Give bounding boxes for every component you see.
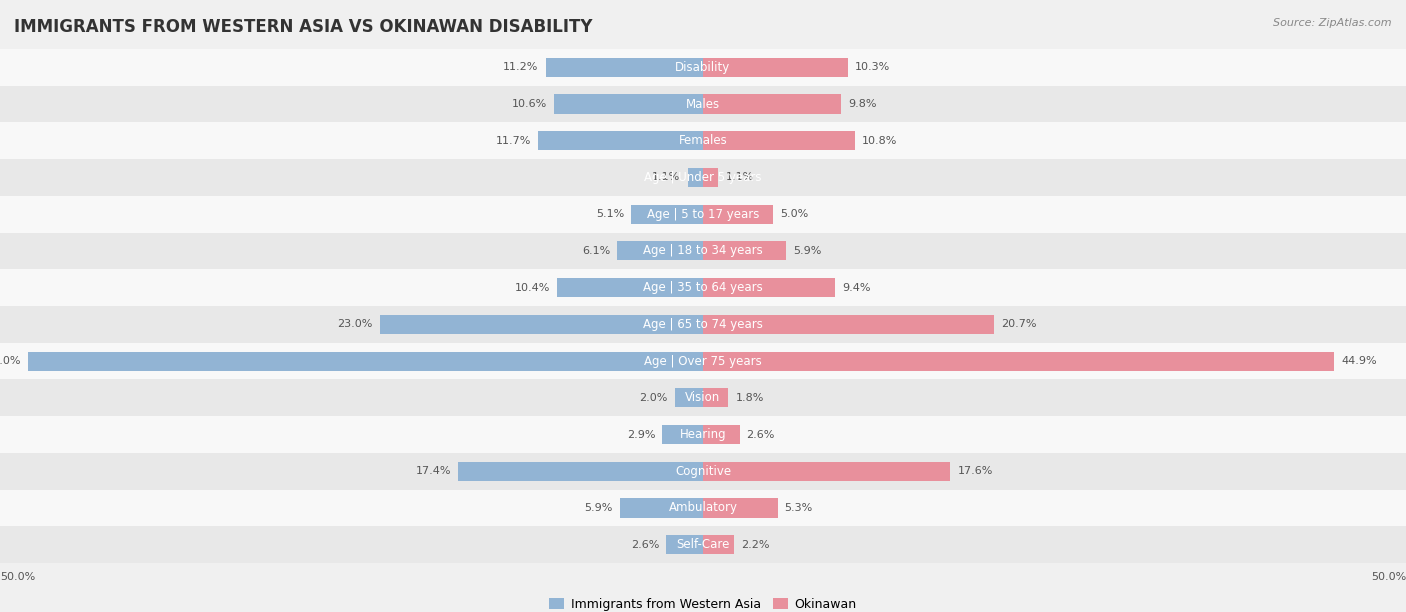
Text: 10.4%: 10.4%	[515, 283, 550, 293]
Bar	[620, 498, 703, 518]
Bar	[703, 535, 734, 554]
Bar	[703, 58, 848, 77]
Bar	[458, 461, 703, 481]
Text: 23.0%: 23.0%	[337, 319, 373, 329]
Text: Vision: Vision	[685, 391, 721, 405]
Text: 9.4%: 9.4%	[842, 283, 870, 293]
Text: 2.0%: 2.0%	[640, 393, 668, 403]
Text: 2.9%: 2.9%	[627, 430, 655, 439]
Text: 11.7%: 11.7%	[496, 136, 531, 146]
Bar	[0, 526, 1406, 563]
Text: Cognitive: Cognitive	[675, 465, 731, 478]
Bar	[703, 351, 1334, 371]
Bar	[0, 269, 1406, 306]
Text: Females: Females	[679, 134, 727, 147]
Text: 10.3%: 10.3%	[855, 62, 890, 72]
Text: 17.6%: 17.6%	[957, 466, 993, 476]
Text: 5.9%: 5.9%	[793, 246, 821, 256]
Bar	[703, 94, 841, 114]
Text: 10.6%: 10.6%	[512, 99, 547, 109]
Bar	[0, 343, 1406, 379]
Text: 50.0%: 50.0%	[0, 572, 35, 582]
Bar	[28, 351, 703, 371]
Text: Ambulatory: Ambulatory	[668, 501, 738, 515]
Text: 10.8%: 10.8%	[862, 136, 897, 146]
Text: 2.2%: 2.2%	[741, 540, 769, 550]
Bar	[0, 49, 1406, 86]
Text: Age | 65 to 74 years: Age | 65 to 74 years	[643, 318, 763, 331]
Bar	[0, 159, 1406, 196]
Bar	[675, 388, 703, 408]
Text: IMMIGRANTS FROM WESTERN ASIA VS OKINAWAN DISABILITY: IMMIGRANTS FROM WESTERN ASIA VS OKINAWAN…	[14, 18, 592, 36]
Bar	[0, 122, 1406, 159]
Text: 2.6%: 2.6%	[631, 540, 659, 550]
Bar	[0, 490, 1406, 526]
Text: Age | 18 to 34 years: Age | 18 to 34 years	[643, 244, 763, 258]
Text: Self-Care: Self-Care	[676, 538, 730, 551]
Text: 5.3%: 5.3%	[785, 503, 813, 513]
Text: Age | Over 75 years: Age | Over 75 years	[644, 354, 762, 368]
Bar	[703, 204, 773, 224]
Bar	[0, 453, 1406, 490]
Bar	[703, 388, 728, 408]
Text: 1.8%: 1.8%	[735, 393, 763, 403]
Bar	[380, 315, 703, 334]
Bar	[0, 233, 1406, 269]
Text: 1.1%: 1.1%	[652, 173, 681, 182]
Bar	[703, 461, 950, 481]
Bar	[662, 425, 703, 444]
Text: 2.6%: 2.6%	[747, 430, 775, 439]
Legend: Immigrants from Western Asia, Okinawan: Immigrants from Western Asia, Okinawan	[544, 593, 862, 612]
Text: 20.7%: 20.7%	[1001, 319, 1036, 329]
Bar	[617, 241, 703, 261]
Text: 17.4%: 17.4%	[416, 466, 451, 476]
Text: 11.2%: 11.2%	[503, 62, 538, 72]
Text: Males: Males	[686, 97, 720, 111]
Text: Source: ZipAtlas.com: Source: ZipAtlas.com	[1274, 18, 1392, 28]
Bar	[666, 535, 703, 554]
Text: Age | 5 to 17 years: Age | 5 to 17 years	[647, 207, 759, 221]
Bar	[0, 379, 1406, 416]
Text: 5.1%: 5.1%	[596, 209, 624, 219]
Text: Hearing: Hearing	[679, 428, 727, 441]
Text: 5.0%: 5.0%	[780, 209, 808, 219]
Bar	[703, 241, 786, 261]
Bar	[703, 278, 835, 297]
Text: Disability: Disability	[675, 61, 731, 74]
Text: 50.0%: 50.0%	[1371, 572, 1406, 582]
Text: 9.8%: 9.8%	[848, 99, 876, 109]
Text: 48.0%: 48.0%	[0, 356, 21, 366]
Bar	[554, 94, 703, 114]
Text: Age | Under 5 years: Age | Under 5 years	[644, 171, 762, 184]
Bar	[557, 278, 703, 297]
Bar	[546, 58, 703, 77]
Bar	[703, 131, 855, 151]
Bar	[703, 315, 994, 334]
Text: 1.1%: 1.1%	[725, 173, 754, 182]
Bar	[0, 86, 1406, 122]
Bar	[0, 306, 1406, 343]
Bar	[631, 204, 703, 224]
Bar	[0, 416, 1406, 453]
Text: 5.9%: 5.9%	[585, 503, 613, 513]
Bar	[538, 131, 703, 151]
Text: 6.1%: 6.1%	[582, 246, 610, 256]
Bar	[0, 196, 1406, 233]
Text: Age | 35 to 64 years: Age | 35 to 64 years	[643, 281, 763, 294]
Bar	[688, 168, 703, 187]
Bar	[703, 168, 718, 187]
Text: 44.9%: 44.9%	[1341, 356, 1376, 366]
Bar	[703, 425, 740, 444]
Bar	[703, 498, 778, 518]
